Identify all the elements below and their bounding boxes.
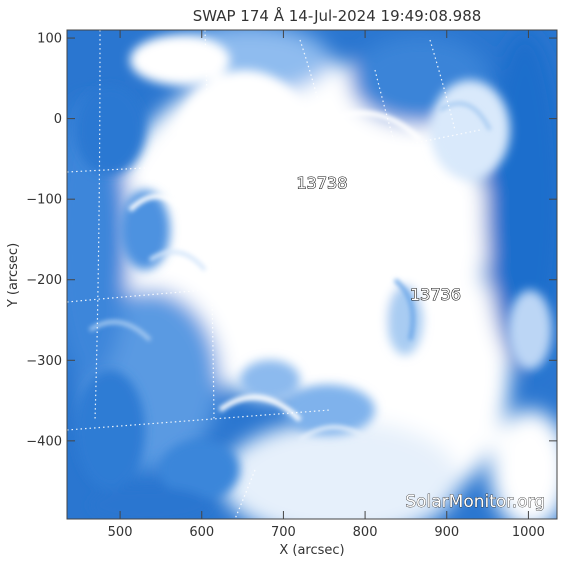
x-tick-label: 1000 xyxy=(512,525,545,540)
x-tick-label: 800 xyxy=(353,525,378,540)
x-axis-ticks: 500 600 700 800 900 1000 xyxy=(108,30,545,540)
y-tick-label: −400 xyxy=(26,434,62,449)
y-axis-ticks: 100 0 −100 −200 −300 −400 xyxy=(26,32,557,449)
region-label-13738: 13738 xyxy=(296,174,347,193)
x-tick-label: 600 xyxy=(189,525,214,540)
x-tick-label: 900 xyxy=(434,525,459,540)
x-tick-label: 700 xyxy=(271,525,296,540)
y-axis-label: Y (arcsec) xyxy=(6,243,21,308)
x-tick-label: 500 xyxy=(108,525,133,540)
y-tick-label: −200 xyxy=(26,273,62,288)
y-tick-label: 100 xyxy=(37,32,62,47)
y-tick-label: −300 xyxy=(26,354,62,369)
region-labels: 13738 13736 xyxy=(296,173,462,304)
y-tick-label: 0 xyxy=(54,112,62,127)
plot-frame xyxy=(66,29,558,520)
watermark: SolarMonitor.org xyxy=(405,492,545,512)
region-label-13736: 13736 xyxy=(410,285,461,304)
solar-image xyxy=(67,30,557,519)
x-axis-label: X (arcsec) xyxy=(279,543,344,558)
image-title: SWAP 174 Å 14-Jul-2024 19:49:08.988 xyxy=(193,6,482,25)
y-tick-label: −100 xyxy=(26,193,62,208)
